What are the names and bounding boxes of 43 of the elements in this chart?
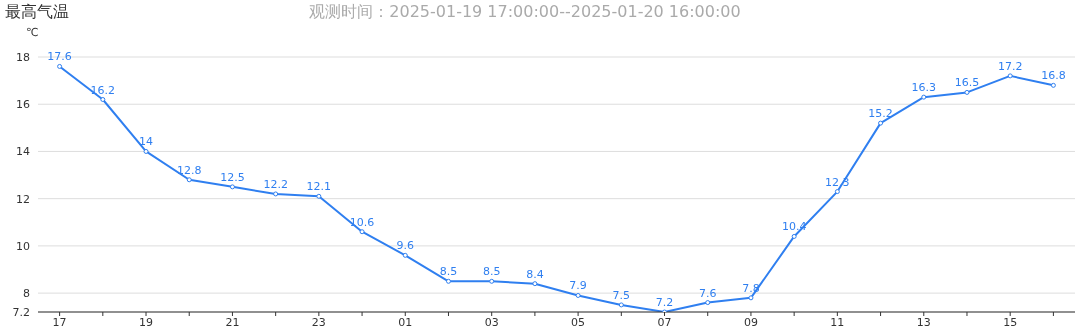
x-tick-label: 09 (743, 315, 758, 329)
data-label: 16.8 (1041, 69, 1066, 83)
y-tick-label: 18 (16, 50, 30, 64)
y-tick-label: 8 (23, 287, 30, 301)
data-label: 12.1 (306, 180, 332, 194)
x-tick-label: 19 (139, 315, 154, 329)
y-tick-label: 7.2 (12, 305, 30, 319)
data-label: 9.6 (396, 239, 415, 253)
data-label: 12.8 (176, 163, 202, 177)
y-tick-label: 14 (16, 145, 30, 159)
data-label: 12.2 (263, 177, 288, 191)
data-label: 8.4 (526, 267, 544, 281)
chart-subtitle: 观测时间：2025-01-19 17:00:00--2025-01-20 16:00:00 (309, 2, 741, 21)
x-tick-label: 13 (916, 315, 931, 329)
x-tick-label: 07 (657, 315, 672, 329)
data-label: 10.6 (349, 215, 375, 229)
x-tick-label: 03 (484, 315, 499, 329)
x-tick-label: 15 (1003, 315, 1018, 329)
data-label: 7.2 (655, 296, 674, 309)
data-label: 14 (139, 135, 154, 149)
y-tick-label: 16 (16, 98, 30, 112)
data-label: 7.9 (569, 279, 587, 293)
x-tick-label: 11 (830, 315, 845, 329)
chart-title: 最高气温 (5, 2, 69, 23)
data-label: 17.2 (997, 59, 1023, 73)
x-tick-label: 05 (571, 315, 586, 329)
data-label: 16.2 (90, 83, 116, 97)
x-tick-label: 23 (311, 315, 326, 329)
x-tick-label: 21 (225, 315, 240, 329)
data-label: 12.5 (220, 170, 245, 184)
y-tick-label: 12 (16, 192, 30, 206)
x-tick-label: 17 (52, 315, 67, 329)
data-label: 15.2 (868, 107, 893, 121)
data-label: 8.5 (482, 265, 501, 279)
data-label: 7.5 (612, 288, 631, 302)
data-label: 8.5 (439, 265, 458, 279)
data-label: 7.6 (698, 286, 717, 300)
data-label: 16.5 (954, 76, 980, 90)
data-label: 16.3 (911, 81, 937, 95)
y-axis-title: ℃ (26, 26, 39, 39)
y-tick-label: 10 (16, 239, 30, 253)
x-tick-label: 01 (398, 315, 413, 329)
data-label: 17.6 (47, 50, 72, 64)
